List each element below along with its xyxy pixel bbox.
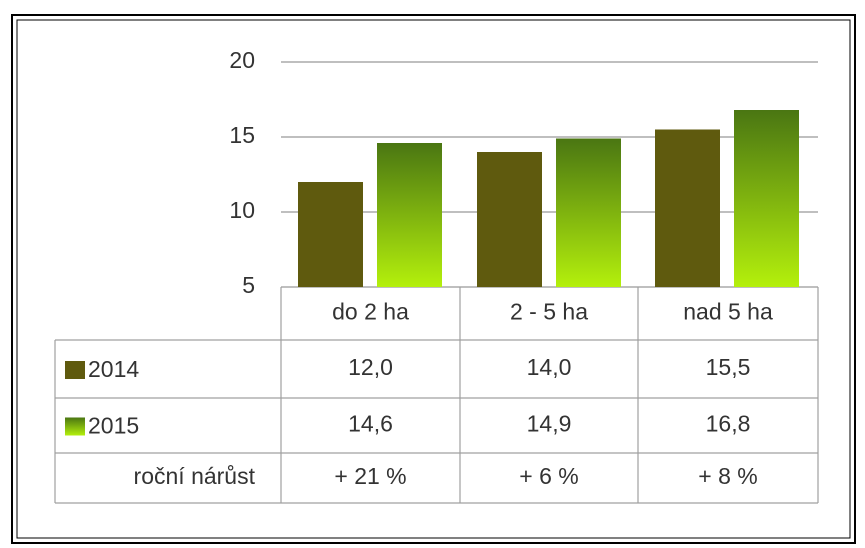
y-tick-label: 20	[229, 47, 255, 73]
bar	[298, 182, 363, 287]
data-label: 12,0	[348, 354, 393, 380]
data-label: 16,8	[706, 411, 751, 437]
y-tick-label: 10	[229, 197, 255, 223]
frame	[11, 14, 856, 544]
bar	[556, 138, 621, 287]
x-tick-label: 2 - 5 ha	[510, 299, 588, 325]
bar	[655, 129, 720, 287]
frame-inner	[16, 19, 851, 539]
legend-swatch	[65, 361, 85, 379]
legend-label: 2014	[88, 356, 139, 382]
x-tick-label: do 2 ha	[332, 299, 409, 325]
legend-label: 2015	[88, 413, 139, 439]
y-tick-label: 15	[229, 122, 255, 148]
data-label: 14,0	[527, 354, 572, 380]
data-label: + 6 %	[519, 463, 578, 489]
data-label: 14,9	[527, 411, 572, 437]
row-label: roční nárůst	[134, 463, 256, 489]
data-label: + 8 %	[698, 463, 757, 489]
data-label: 15,5	[706, 354, 751, 380]
legend-swatch	[65, 417, 85, 436]
data-label: + 21 %	[334, 463, 406, 489]
y-tick-label: 5	[242, 272, 255, 298]
bar	[734, 110, 799, 287]
bar	[377, 143, 442, 287]
bar	[477, 152, 542, 287]
data-label: 14,6	[348, 411, 393, 437]
x-tick-label: nad 5 ha	[683, 299, 773, 325]
